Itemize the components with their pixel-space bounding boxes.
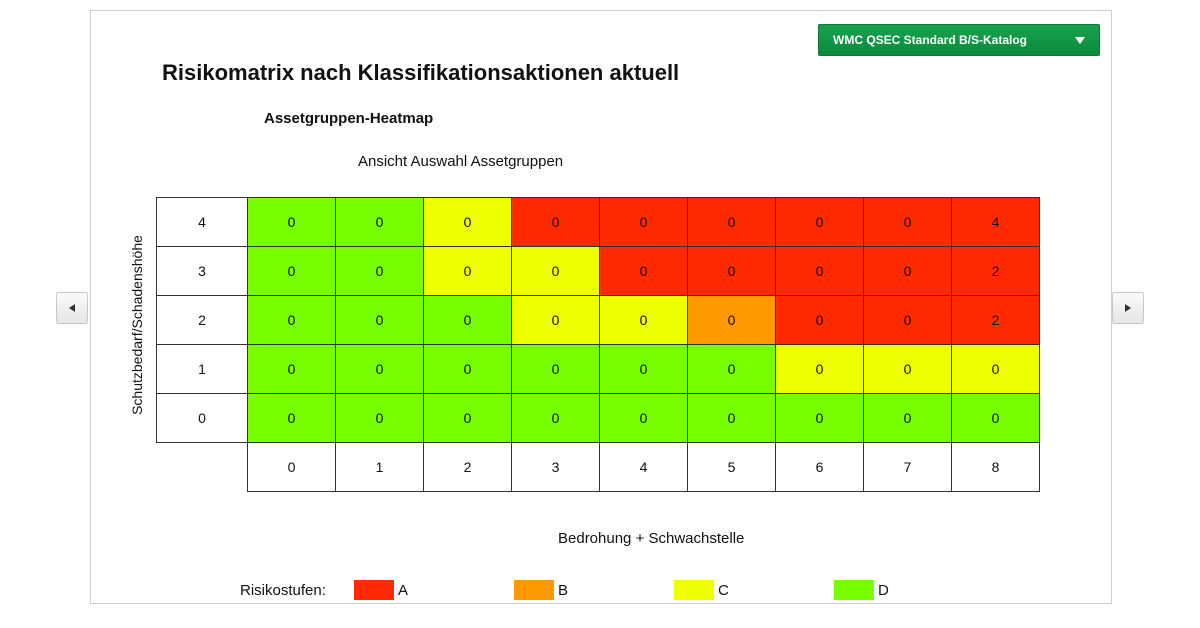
heatmap-cell: 0 — [423, 295, 512, 345]
heatmap-cell: 0 — [863, 295, 952, 345]
chart-subtitle: Assetgruppen-Heatmap — [264, 110, 434, 127]
legend-item-label: C — [718, 581, 729, 599]
legend-item-label: B — [558, 581, 569, 599]
heatmap-cell: 2 — [951, 246, 1040, 296]
heatmap-cell: 0 — [247, 197, 336, 247]
chevron-down-icon — [1075, 36, 1085, 44]
heatmap-cell: 0 — [335, 393, 424, 443]
y-tick-label: 4 — [156, 197, 248, 247]
heatmap-cell: 0 — [511, 197, 600, 247]
x-tick-label: 7 — [863, 442, 952, 492]
x-tick-label: 5 — [687, 442, 776, 492]
heatmap-cell: 0 — [335, 344, 424, 394]
catalog-dropdown[interactable]: WMC QSEC Standard B/S-Katalog — [818, 24, 1100, 56]
next-button[interactable] — [1112, 292, 1144, 324]
legend-swatch — [514, 580, 554, 600]
heatmap-cell: 0 — [863, 393, 952, 443]
heatmap-cell: 0 — [423, 197, 512, 247]
x-tick-label: 8 — [951, 442, 1040, 492]
legend-item: C — [674, 580, 729, 600]
x-tick-label: 0 — [247, 442, 336, 492]
heatmap-cell: 0 — [775, 197, 864, 247]
heatmap-cell: 0 — [775, 393, 864, 443]
heatmap-cell: 0 — [951, 393, 1040, 443]
heatmap-cell: 0 — [599, 246, 688, 296]
legend-swatch — [834, 580, 874, 600]
heatmap-cell: 0 — [247, 295, 336, 345]
heatmap-cell: 2 — [951, 295, 1040, 345]
heatmap-cell: 0 — [775, 295, 864, 345]
heatmap-cell: 0 — [511, 344, 600, 394]
y-tick-label: 3 — [156, 246, 248, 296]
heatmap-cell: 4 — [951, 197, 1040, 247]
arrow-left-icon — [69, 304, 75, 312]
heatmap-cell: 0 — [687, 393, 776, 443]
heatmap-cell: 0 — [423, 344, 512, 394]
heatmap-cell: 0 — [775, 246, 864, 296]
heatmap-cell: 0 — [511, 246, 600, 296]
x-tick-label: 2 — [423, 442, 512, 492]
heatmap-cell: 0 — [423, 393, 512, 443]
page-title: Risikomatrix nach Klassifikationsaktione… — [162, 60, 680, 85]
heatmap-cell: 0 — [247, 393, 336, 443]
arrow-right-icon — [1125, 304, 1131, 312]
legend-swatch — [674, 580, 714, 600]
y-axis-label: Schutzbedarf/Schadenshöhe — [129, 235, 145, 415]
heatmap-cell: 0 — [423, 246, 512, 296]
legend-item: A — [354, 580, 408, 600]
heatmap-cell: 0 — [599, 344, 688, 394]
y-tick-label: 0 — [156, 393, 248, 443]
previous-button[interactable] — [56, 292, 88, 324]
heatmap-cell: 0 — [335, 295, 424, 345]
view-selection-label: Ansicht Auswahl Assetgruppen — [358, 153, 564, 170]
heatmap-cell: 0 — [335, 197, 424, 247]
heatmap-cell: 0 — [511, 295, 600, 345]
legend-swatch — [354, 580, 394, 600]
x-tick-label: 1 — [335, 442, 424, 492]
heatmap-cell: 0 — [687, 246, 776, 296]
heatmap-cell: 0 — [599, 197, 688, 247]
heatmap-cell: 0 — [863, 197, 952, 247]
x-tick-label: 4 — [599, 442, 688, 492]
heatmap-cell: 0 — [599, 393, 688, 443]
y-tick-label: 1 — [156, 344, 248, 394]
y-tick-label: 2 — [156, 295, 248, 345]
heatmap-cell: 0 — [863, 246, 952, 296]
heatmap-cell: 0 — [511, 393, 600, 443]
heatmap-cell: 0 — [687, 344, 776, 394]
legend-item: D — [834, 580, 889, 600]
legend-item: B — [514, 580, 568, 600]
heatmap-cell: 0 — [775, 344, 864, 394]
legend-item-label: A — [398, 581, 409, 599]
heatmap-cell: 0 — [247, 246, 336, 296]
legend-label: Risikostufen: — [240, 582, 326, 599]
x-tick-label: 6 — [775, 442, 864, 492]
x-axis-label: Bedrohung + Schwachstelle — [558, 530, 745, 547]
heatmap-cell: 0 — [951, 344, 1040, 394]
heatmap-cell: 0 — [247, 344, 336, 394]
heatmap-cell: 0 — [599, 295, 688, 345]
legend-item-label: D — [878, 581, 889, 599]
catalog-dropdown-label: WMC QSEC Standard B/S-Katalog — [833, 33, 1028, 47]
heatmap-cell: 0 — [687, 197, 776, 247]
heatmap-cell: 0 — [863, 344, 952, 394]
axis-corner — [156, 442, 248, 492]
heatmap-cell: 0 — [687, 295, 776, 345]
heatmap-cell: 0 — [335, 246, 424, 296]
x-tick-label: 3 — [511, 442, 600, 492]
